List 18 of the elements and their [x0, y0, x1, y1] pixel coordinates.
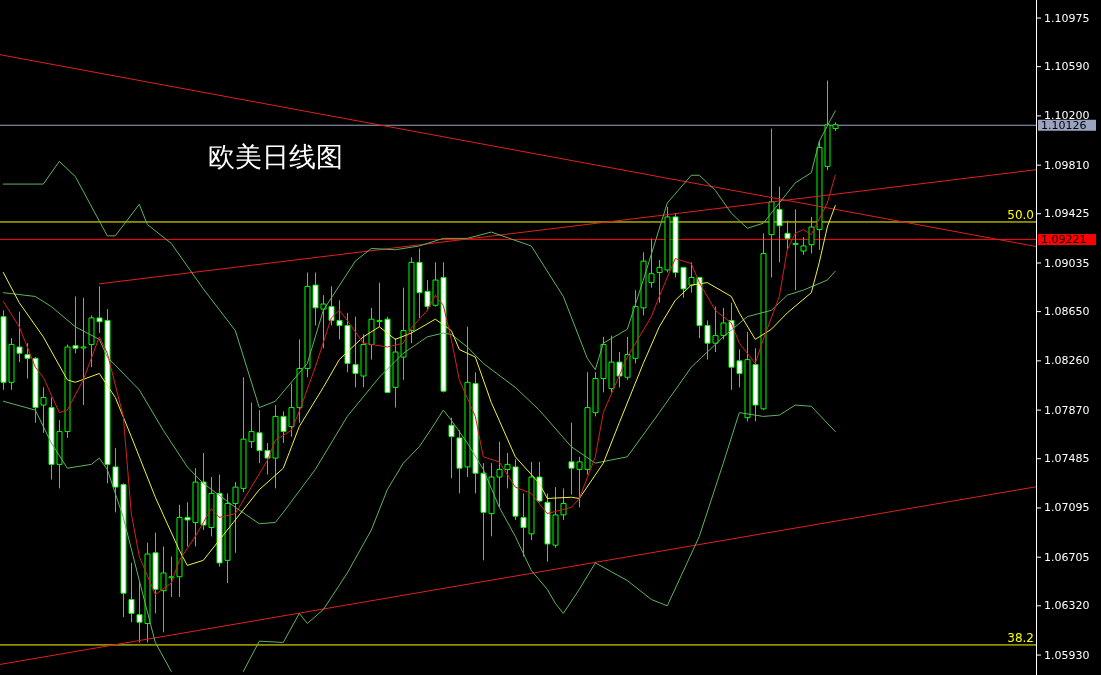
y-tick-label: 1.05930 — [1044, 648, 1090, 662]
y-tick-label: 1.09425 — [1044, 207, 1090, 221]
text: 欧美日线图 — [207, 142, 343, 172]
annotation: 38.2 — [1007, 630, 1034, 645]
y-tick-label: 1.07095 — [1044, 501, 1090, 515]
y-tick-label: 1.10590 — [1044, 60, 1090, 74]
y-tick-label: 1.09035 — [1044, 256, 1090, 270]
annotation: 50.0 — [1007, 207, 1034, 222]
y-tick-label: 1.06705 — [1044, 550, 1090, 564]
y-tick-label: 1.08650 — [1044, 305, 1090, 319]
y-tick-label: 1.07870 — [1044, 403, 1090, 417]
ref-line-label: 1.10126 — [1041, 118, 1087, 132]
y-tick-label: 1.10975 — [1044, 11, 1090, 25]
y-tick-label: 1.07485 — [1044, 452, 1090, 466]
y-tick-label: 1.06320 — [1044, 599, 1090, 613]
y-tick-label: 1.09810 — [1044, 158, 1090, 172]
y-tick-label: 1.08260 — [1044, 354, 1090, 368]
ref-line-label: 1.09221 — [1041, 233, 1087, 247]
